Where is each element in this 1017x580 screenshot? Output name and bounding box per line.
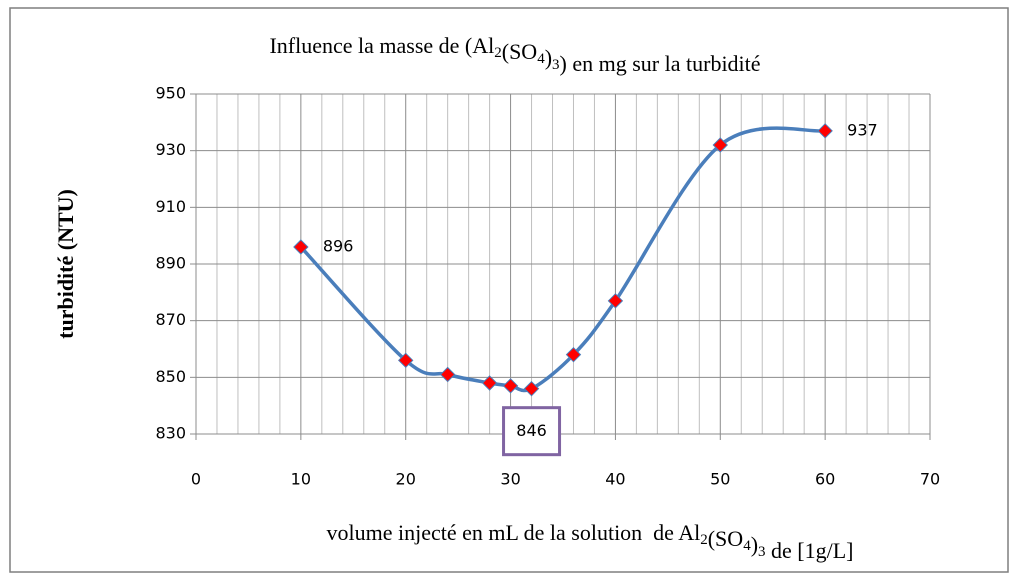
marker (817, 123, 833, 139)
x-tick-label: 70 (920, 470, 940, 489)
data-label: 937 (847, 120, 878, 139)
y-tick-label: 830 (155, 424, 186, 443)
y-tick-label: 950 (155, 84, 186, 103)
y-tick-label: 870 (155, 310, 186, 329)
data-label: 896 (323, 237, 354, 256)
label-box (502, 406, 562, 457)
x-tick-label: 10 (291, 470, 311, 489)
y-tick-label: 910 (155, 197, 186, 216)
y-tick-label: 890 (155, 254, 186, 273)
marker (502, 378, 519, 394)
x-axis-label: volume injecté en mL de la solution de A… (327, 520, 854, 563)
marker (565, 346, 582, 363)
y-axis-label: turbidité (NTU) (53, 189, 78, 339)
x-tick-label: 60 (815, 470, 835, 489)
marker (481, 375, 498, 391)
marker (439, 366, 456, 383)
marker (398, 352, 414, 369)
marker (293, 239, 309, 255)
y-tick-label: 850 (155, 367, 186, 386)
chart-frame (9, 7, 1009, 573)
marker (523, 380, 540, 397)
x-tick-label: 50 (710, 470, 730, 489)
marker (712, 137, 728, 153)
y-tick-label: 930 (155, 140, 186, 159)
data-label: 846 (516, 421, 547, 440)
x-tick-label: 40 (605, 470, 625, 489)
x-tick-label: 30 (500, 470, 520, 489)
chart-title: Influence la masse de (Al2(SO4)3) en mg … (269, 33, 760, 76)
marker (607, 293, 624, 309)
x-tick-label: 20 (396, 470, 416, 489)
x-tick-label: 0 (191, 470, 201, 489)
